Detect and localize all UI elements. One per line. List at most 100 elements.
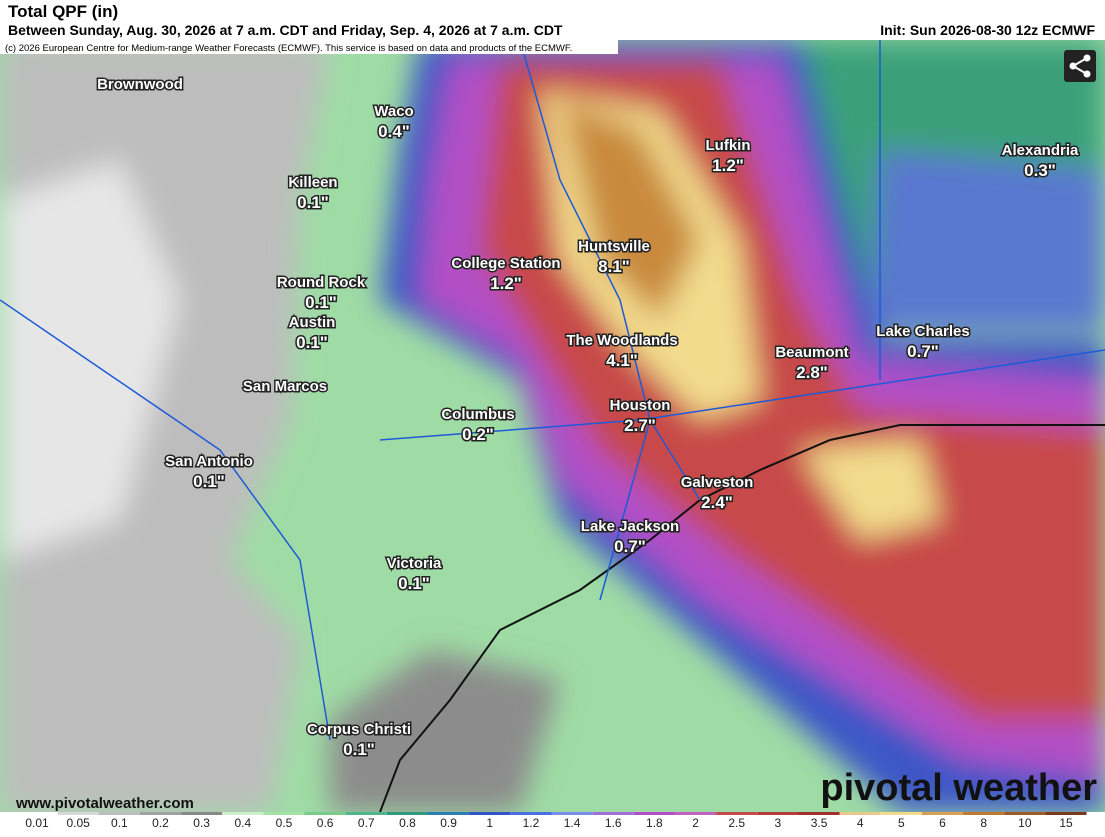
city-name: College Station bbox=[451, 255, 560, 272]
city-name: Corpus Christi bbox=[307, 721, 411, 738]
city-qpf: 1.2" bbox=[490, 274, 522, 293]
colorbar-swatch bbox=[1045, 812, 1087, 815]
website: www.pivotalweather.com bbox=[15, 795, 194, 812]
map bbox=[0, 39, 1105, 813]
colorbar-label: 6 bbox=[939, 816, 946, 830]
colorbar-label: 0.3 bbox=[193, 816, 210, 830]
copyright: (c) 2026 European Centre for Medium-rang… bbox=[5, 43, 572, 54]
city-name: Huntsville bbox=[578, 238, 650, 255]
colorbar-swatch bbox=[921, 812, 964, 815]
colorbar-swatch bbox=[469, 812, 511, 815]
city-name: Brownwood bbox=[97, 76, 183, 93]
city-qpf: 0.3" bbox=[1024, 161, 1056, 180]
colorbar-swatch bbox=[1004, 812, 1046, 815]
city-labels: Brownwood Waco 0.4" Killeen 0.1" Round Rock 0.… bbox=[96, 75, 1081, 761]
colorbar-label: 1.2 bbox=[523, 816, 540, 830]
city-qpf: 0.1" bbox=[296, 333, 328, 352]
colorbar-swatch bbox=[798, 812, 840, 815]
city-qpf: 8.1" bbox=[598, 257, 630, 276]
colorbar-swatch bbox=[592, 812, 634, 815]
city-qpf: 2.4" bbox=[701, 493, 733, 512]
city-qpf: 0.1" bbox=[398, 574, 430, 593]
city-qpf: 2.7" bbox=[624, 416, 656, 435]
colorbar-swatch bbox=[716, 812, 758, 815]
colorbar-label: 2.5 bbox=[728, 816, 745, 830]
colorbar-swatch bbox=[633, 812, 675, 815]
city-qpf: 2.8" bbox=[796, 363, 828, 382]
colorbar-swatch bbox=[428, 812, 470, 815]
colorbar-swatch bbox=[304, 812, 346, 815]
colorbar-label: 0.1 bbox=[111, 816, 128, 830]
colorbar-label: 3 bbox=[775, 816, 782, 830]
colorbar-swatch bbox=[551, 812, 593, 815]
city-qpf: 0.1" bbox=[305, 293, 337, 312]
colorbar-label: 2 bbox=[692, 816, 699, 830]
city-name: Round Rock bbox=[277, 274, 366, 291]
city-name: Houston bbox=[610, 397, 671, 414]
city-name: Waco bbox=[374, 103, 413, 120]
colorbar-swatch bbox=[139, 812, 182, 815]
city-qpf: 0.1" bbox=[193, 472, 225, 491]
colorbar-swatch bbox=[57, 812, 99, 815]
city-name: Alexandria bbox=[1002, 142, 1079, 159]
header-bar bbox=[0, 0, 1105, 40]
colorbar-label: 4 bbox=[857, 816, 864, 830]
colorbar-swatch bbox=[963, 812, 1005, 815]
colorbar-label: 3.5 bbox=[811, 816, 828, 830]
colorbar-label: 8 bbox=[980, 816, 987, 830]
city-name: Beaumont bbox=[775, 344, 848, 361]
city-name: Columbus bbox=[441, 406, 514, 423]
colorbar: 0.01 0.05 0.1 0.2 0.3 0.4 0.5 0.6 0.7 0.8 0.9 1 1.2 1… bbox=[0, 812, 1105, 832]
title: Total QPF (in) bbox=[8, 2, 118, 21]
colorbar-label: 0.7 bbox=[358, 816, 375, 830]
colorbar-label: 1 bbox=[486, 816, 493, 830]
colorbar-swatch bbox=[98, 812, 140, 815]
colorbar-swatch bbox=[345, 812, 387, 815]
colorbar-label: 0.2 bbox=[152, 816, 169, 830]
colorbar-label: 0.4 bbox=[234, 816, 251, 830]
colorbar-bg bbox=[0, 812, 1105, 832]
city-name: Lake Charles bbox=[876, 323, 969, 340]
city-name: Killeen bbox=[288, 174, 337, 191]
colorbar-label: 1.6 bbox=[605, 816, 622, 830]
colorbar-label: 1.8 bbox=[646, 816, 663, 830]
city-qpf: 0.1" bbox=[297, 193, 329, 212]
colorbar-swatch bbox=[510, 812, 552, 815]
colorbar-label: 0.6 bbox=[317, 816, 334, 830]
city-name: Victoria bbox=[387, 555, 442, 572]
city-name: Galveston bbox=[681, 474, 754, 491]
city-qpf: 0.7" bbox=[907, 342, 939, 361]
colorbar-swatch bbox=[222, 812, 264, 815]
colorbar-label: 1.4 bbox=[564, 816, 581, 830]
colorbar-swatch bbox=[757, 812, 799, 815]
colorbar-label: 0.5 bbox=[276, 816, 293, 830]
colorbar-label: 0.01 bbox=[25, 816, 49, 830]
city-qpf: 0.2" bbox=[462, 425, 494, 444]
colorbar-swatch bbox=[181, 812, 223, 815]
city-qpf: 1.2" bbox=[712, 156, 744, 175]
share-button[interactable] bbox=[1064, 50, 1096, 82]
city-name: Austin bbox=[289, 314, 336, 331]
copyright-bg bbox=[0, 40, 618, 54]
colorbar-label: 0.05 bbox=[66, 816, 90, 830]
colorbar-swatch bbox=[674, 812, 717, 815]
city-qpf: 0.4" bbox=[378, 122, 410, 141]
city-name: The Woodlands bbox=[566, 332, 677, 349]
city-name: San Marcos bbox=[243, 378, 327, 395]
colorbar-label: 0.8 bbox=[399, 816, 416, 830]
brand: pivotal weather bbox=[820, 767, 1097, 809]
colorbar-swatch bbox=[263, 812, 305, 815]
colorbar-swatch bbox=[386, 812, 429, 815]
city-qpf: 0.1" bbox=[343, 740, 375, 759]
colorbar-label: 5 bbox=[898, 816, 905, 830]
city-qpf: 4.1" bbox=[606, 351, 638, 370]
colorbar-label: 0.9 bbox=[440, 816, 457, 830]
subtitle: Between Sunday, Aug. 30, 2026 at 7 a.m. … bbox=[8, 22, 563, 38]
colorbar-label: 10 bbox=[1018, 816, 1032, 830]
city-name: San Antonio bbox=[165, 453, 253, 470]
city-name: Lake Jackson bbox=[581, 518, 679, 535]
colorbar-swatch bbox=[839, 812, 881, 815]
city-qpf: 0.7" bbox=[614, 537, 646, 556]
